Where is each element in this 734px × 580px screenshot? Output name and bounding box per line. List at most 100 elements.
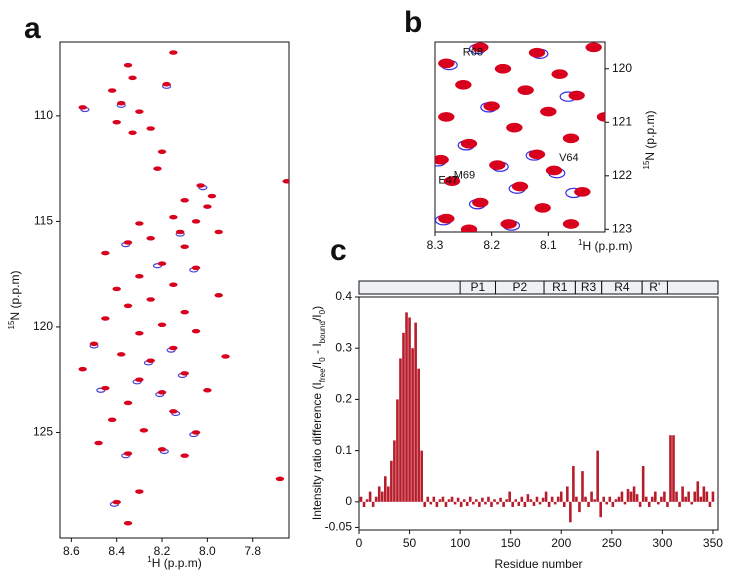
bar: [696, 481, 700, 502]
peak: [139, 428, 149, 433]
bar: [702, 486, 706, 502]
peak: [214, 229, 223, 235]
peak: [94, 440, 103, 446]
peak: [180, 371, 189, 376]
peak: [472, 197, 489, 208]
bar: [590, 491, 593, 502]
x-tick-label: 8.2: [154, 544, 171, 558]
bar: [553, 501, 557, 505]
peak: [545, 165, 563, 176]
peak: [89, 341, 99, 347]
peak: [528, 47, 546, 58]
peak: [157, 322, 167, 328]
bar: [496, 501, 499, 505]
peak: [472, 42, 489, 53]
bar: [599, 501, 602, 518]
peak: [180, 453, 189, 458]
y-tick-label: 120: [612, 61, 632, 75]
peak: [196, 183, 205, 188]
bar: [602, 496, 606, 502]
bar: [402, 332, 405, 502]
peak: [169, 282, 178, 287]
plot-frame: [434, 41, 606, 233]
x-axis-label-part: H (p.p.m): [152, 556, 202, 570]
bar: [393, 440, 396, 502]
peak: [500, 219, 517, 229]
peak: [443, 176, 461, 187]
bar: [681, 486, 684, 502]
bar: [614, 499, 618, 502]
peak: [180, 309, 189, 315]
bar: [426, 496, 430, 502]
bar: [693, 491, 697, 502]
bar: [526, 494, 530, 502]
peak: [494, 63, 512, 74]
bar: [432, 496, 436, 502]
peak: [528, 149, 546, 160]
bar: [453, 501, 457, 505]
x-axis-label: 1H (p.p.m): [147, 555, 201, 571]
x-tick-label: 100: [450, 536, 470, 550]
peak: [551, 69, 568, 79]
peak: [191, 430, 201, 435]
peak-annotation: V64: [559, 152, 579, 164]
bar: [672, 435, 675, 502]
peak: [135, 377, 144, 382]
bar: [556, 496, 560, 502]
bar: [468, 496, 472, 502]
y-axis-label-part: 0: [318, 309, 327, 314]
peak: [585, 42, 602, 53]
bar: [417, 368, 420, 502]
peak: [123, 303, 133, 309]
panel-label: b: [404, 6, 422, 39]
bar: [647, 501, 651, 507]
y-tick-label: 125: [33, 425, 53, 439]
bar: [377, 486, 381, 502]
peak: [107, 88, 117, 93]
y-tick-label: -0.05: [325, 520, 353, 534]
peak: [135, 221, 144, 226]
bar: [596, 450, 599, 502]
peak: [135, 274, 144, 279]
bar: [365, 499, 369, 502]
x-tick-label: 50: [403, 536, 417, 550]
bar: [371, 501, 375, 507]
x-axis-label-part: H (p.p.m): [582, 239, 632, 253]
bar: [444, 501, 448, 507]
peak: [78, 105, 87, 110]
bar: [605, 501, 609, 505]
peak-annotation: E47: [438, 175, 458, 187]
bar: [587, 501, 590, 507]
bar: [705, 491, 709, 502]
bar: [684, 496, 687, 502]
bar: [547, 501, 551, 507]
bar: [538, 501, 542, 505]
bar: [478, 501, 481, 507]
bar: [475, 499, 478, 502]
peak: [435, 154, 449, 165]
bar: [405, 312, 408, 502]
peak: [221, 354, 230, 359]
peak: [517, 85, 534, 96]
x-tick-label: 8.3: [427, 238, 444, 252]
peak: [455, 79, 472, 90]
bar: [666, 501, 669, 507]
y-axis-label-part: N (p.p.m): [643, 111, 657, 161]
bar: [690, 501, 694, 505]
peak: [596, 112, 605, 122]
peak: [107, 417, 117, 423]
y-tick-label: 115: [34, 214, 53, 228]
plot-frame: [59, 41, 290, 539]
x-axis-label: 1H (p.p.m): [578, 238, 632, 254]
y-axis-label-part: Intensity ratio difference (I: [310, 382, 324, 520]
bar: [411, 348, 414, 502]
bar: [450, 496, 454, 502]
y-axis-label-part: - I: [310, 343, 324, 357]
bar: [462, 499, 466, 502]
bar: [638, 501, 642, 507]
bar: [608, 496, 612, 502]
bar: [641, 465, 645, 502]
y-axis-label-part: 0: [318, 357, 327, 362]
peak: [438, 112, 455, 122]
